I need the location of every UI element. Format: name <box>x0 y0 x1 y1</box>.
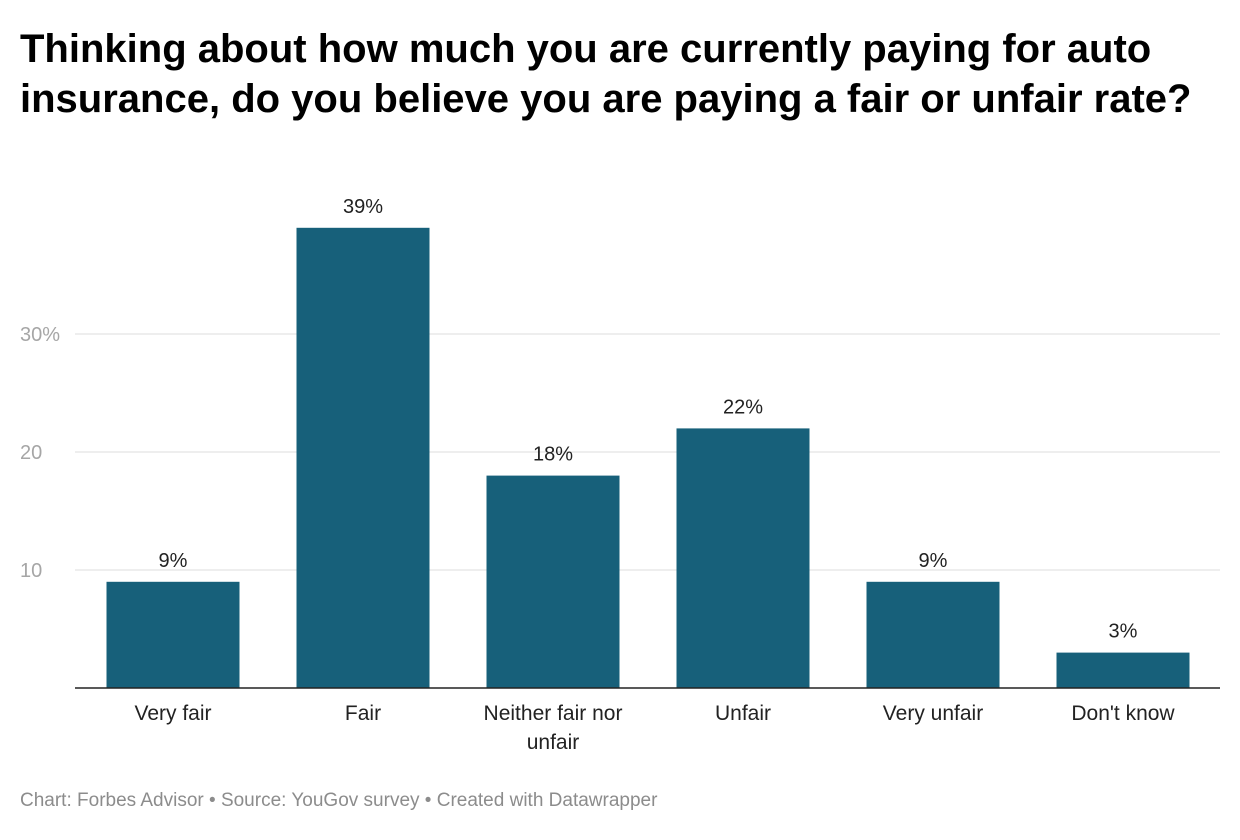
data-label: 39% <box>343 196 383 218</box>
x-tick-label: Very unfair <box>883 702 983 725</box>
y-tick-label: 30% <box>20 324 60 346</box>
bar <box>486 475 620 688</box>
data-label: 9% <box>919 550 948 572</box>
bar <box>1056 652 1190 688</box>
data-labels: 9% 39% 18% 22% 9% 3% <box>159 196 1138 643</box>
data-label: 3% <box>1109 621 1138 643</box>
chart-footer: Chart: Forbes Advisor • Source: YouGov s… <box>20 790 658 811</box>
data-label: 9% <box>159 550 188 572</box>
y-tick-label: 10 <box>20 560 42 582</box>
bar <box>676 428 810 688</box>
data-label: 18% <box>533 444 573 466</box>
x-tick-label: Neither fair nor unfair <box>484 702 623 754</box>
bars <box>106 227 1190 689</box>
bar <box>106 581 240 688</box>
x-tick-label: Fair <box>345 702 381 725</box>
data-label: 22% <box>723 396 763 418</box>
bar <box>296 227 430 689</box>
gridlines: 10 20 30% <box>20 324 1220 582</box>
x-tick-label: Unfair <box>715 702 771 725</box>
x-axis: Very fair Fair Neither fair nor unfair Unfai… <box>75 687 1220 754</box>
x-tick-label: Don't know <box>1071 702 1175 725</box>
chart-title: Thinking about how much you are currentl… <box>20 27 1192 121</box>
y-tick-label: 20 <box>20 442 42 464</box>
x-tick-label: Very fair <box>134 702 211 725</box>
bar <box>866 581 1000 688</box>
